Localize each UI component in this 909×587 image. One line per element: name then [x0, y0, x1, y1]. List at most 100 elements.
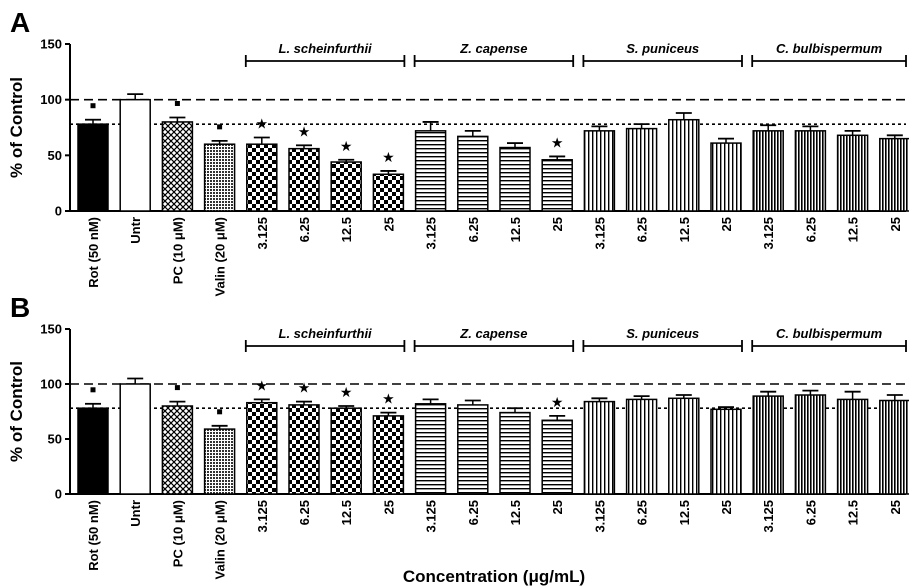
x-tick-label: Valin (20 μM) — [213, 217, 228, 296]
bar — [836, 134, 869, 212]
bar — [625, 398, 658, 495]
x-tick-label: 6.25 — [635, 217, 650, 242]
x-tick-label: 25 — [888, 217, 903, 231]
bar — [246, 143, 278, 212]
y-tick-label: 0 — [55, 487, 62, 502]
bar — [203, 428, 236, 495]
x-tick-label: 3.125 — [424, 217, 439, 250]
x-tick-label: 6.25 — [466, 217, 481, 242]
y-tick-label: 0 — [55, 204, 62, 219]
x-tick-label: 25 — [381, 500, 396, 514]
significance-star: ★ — [551, 134, 564, 150]
bar — [457, 135, 489, 212]
significance-square — [217, 409, 223, 415]
x-tick-label: Valin (20 μM) — [213, 500, 228, 579]
x-tick-label: Rot (50 nM) — [86, 500, 101, 571]
x-tick-label: 12.5 — [339, 217, 354, 242]
bar — [794, 394, 827, 495]
x-tick-label: 3.125 — [761, 500, 776, 533]
x-tick-label: 12.5 — [677, 500, 692, 525]
bar — [668, 397, 700, 495]
significance-star: ★ — [340, 138, 353, 154]
bar — [372, 415, 405, 495]
panel-label: A — [10, 7, 30, 38]
x-tick-label: Untr — [128, 500, 143, 527]
bar — [457, 404, 489, 495]
x-tick-label: 3.125 — [761, 217, 776, 250]
x-tick-label: Rot (50 nM) — [86, 217, 101, 288]
bar — [836, 398, 869, 495]
x-tick-label: 3.125 — [592, 500, 607, 533]
y-tick-label: 50 — [48, 148, 62, 163]
significance-star: ★ — [551, 394, 564, 410]
significance-square — [174, 385, 180, 391]
significance-square — [90, 387, 96, 393]
group-label: S. puniceus — [626, 326, 699, 341]
significance-star: ★ — [382, 149, 395, 165]
x-tick-label: 12.5 — [846, 500, 861, 525]
x-tick-label: 12.5 — [508, 500, 523, 525]
y-axis-label: % of Control — [7, 361, 26, 462]
bar — [879, 399, 909, 495]
x-tick-label: 3.125 — [592, 217, 607, 250]
x-tick-label: 12.5 — [677, 217, 692, 242]
y-tick-label: 150 — [40, 37, 62, 52]
significance-star: ★ — [298, 380, 311, 396]
group-label: L. scheinfurthii — [279, 326, 373, 341]
y-tick-label: 100 — [40, 92, 62, 107]
y-axis-label: % of Control — [7, 77, 26, 178]
group-label: L. scheinfurthii — [279, 41, 373, 56]
x-tick-label: PC (10 μM) — [170, 217, 185, 284]
group-label: Z. capense — [459, 41, 527, 56]
x-tick-label: PC (10 μM) — [170, 500, 185, 567]
x-tick-label: Untr — [128, 217, 143, 244]
x-tick-label: 12.5 — [339, 500, 354, 525]
y-tick-label: 100 — [40, 377, 62, 392]
bar — [752, 130, 784, 212]
bar — [583, 400, 616, 495]
x-tick-label: 6.25 — [297, 500, 312, 525]
bar — [288, 147, 320, 212]
x-tick-label: 6.25 — [466, 500, 481, 525]
bar — [161, 121, 194, 212]
x-tick-label: 25 — [719, 217, 734, 231]
x-tick-label: 6.25 — [635, 500, 650, 525]
bar — [668, 118, 700, 212]
x-tick-label: 12.5 — [846, 217, 861, 242]
significance-square — [217, 124, 223, 130]
bar — [77, 123, 109, 212]
bar — [414, 130, 447, 212]
bar — [499, 146, 531, 212]
x-tick-label: 3.125 — [255, 500, 270, 533]
x-tick-label: 12.5 — [508, 217, 523, 242]
bar — [879, 137, 909, 212]
x-tick-label: 3.125 — [255, 217, 270, 250]
bar — [119, 383, 151, 495]
bar — [710, 142, 742, 212]
bar — [330, 161, 362, 212]
x-tick-label: 3.125 — [424, 500, 439, 533]
bar — [203, 143, 236, 212]
bar — [752, 395, 784, 495]
bar — [288, 404, 320, 495]
x-axis-label: Concentration (μg/mL) — [403, 567, 585, 586]
bar — [119, 98, 151, 212]
significance-star: ★ — [256, 116, 269, 132]
bar — [710, 408, 742, 495]
bar — [77, 407, 109, 495]
group-label: C. bulbispermum — [776, 326, 883, 341]
x-tick-label: 25 — [550, 217, 565, 231]
significance-square — [174, 100, 180, 106]
significance-star: ★ — [340, 384, 353, 400]
x-tick-label: 6.25 — [803, 217, 818, 242]
significance-square — [90, 103, 96, 109]
bar — [499, 411, 531, 495]
x-tick-label: 25 — [381, 217, 396, 231]
group-label: C. bulbispermum — [776, 41, 883, 56]
bar — [541, 419, 573, 495]
bar — [414, 403, 447, 495]
significance-star: ★ — [256, 377, 269, 393]
bar — [246, 401, 278, 495]
panel-b: B % of Control 0 50 100 150 L. scheinfurthii Z.… — [7, 292, 909, 579]
